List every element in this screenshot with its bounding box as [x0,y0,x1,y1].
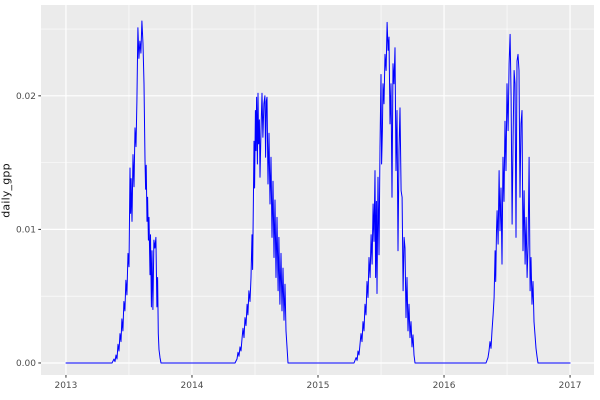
x-tick-label: 2014 [181,381,204,391]
y-axis-title: daily_gpp [0,163,13,218]
y-tick-label: 0.01 [16,225,36,235]
y-tick-label: 0.02 [16,92,36,102]
x-tick-label: 2013 [54,381,77,391]
x-tick-label: 2016 [433,381,456,391]
y-tick-label: 0.00 [16,359,36,369]
daily-gpp-line [65,20,571,364]
x-tick-label: 2017 [559,381,582,391]
x-tick-label: 2015 [307,381,330,391]
